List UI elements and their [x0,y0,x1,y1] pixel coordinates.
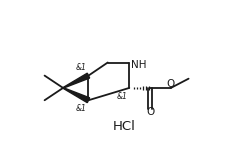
Text: &1: &1 [117,92,128,101]
Polygon shape [63,73,90,88]
Text: NH: NH [131,60,146,70]
Polygon shape [63,88,90,103]
Text: HCl: HCl [113,120,135,133]
Text: &1: &1 [76,63,87,72]
Text: &1: &1 [76,104,87,113]
Text: O: O [146,107,154,117]
Text: O: O [167,79,175,90]
